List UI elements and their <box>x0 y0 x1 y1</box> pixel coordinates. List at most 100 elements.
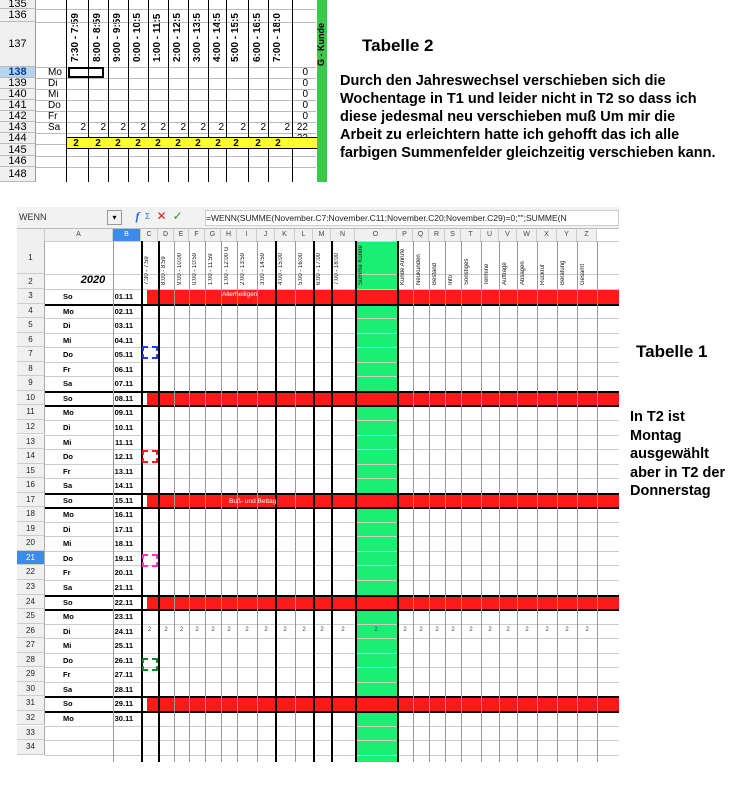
weekday-cell[interactable]: Di <box>63 626 71 636</box>
t2-green-column[interactable] <box>317 0 327 182</box>
red-marker[interactable] <box>142 450 158 463</box>
t2-row-header[interactable]: 141 <box>0 100 36 111</box>
function-wizard-icon[interactable]: f <box>135 209 140 223</box>
date-cell[interactable]: 28.11 <box>114 684 133 694</box>
row-header[interactable]: 8 <box>17 361 45 377</box>
date-cell[interactable]: 23.11 <box>114 612 133 622</box>
row-header[interactable]: 12 <box>17 419 45 435</box>
date-cell[interactable]: 12.11 <box>114 452 133 462</box>
row-header[interactable]: 28 <box>17 652 45 668</box>
column-header-v[interactable]: V <box>499 229 517 241</box>
cell-value[interactable]: 2 <box>302 626 306 633</box>
weekday-cell[interactable]: Mi <box>63 437 72 447</box>
t2-cell-value[interactable]: 2 <box>180 122 186 133</box>
column-header-w[interactable]: W <box>517 229 537 241</box>
t2-row-header[interactable]: 140 <box>0 89 36 100</box>
weekday-cell[interactable]: Mo <box>63 612 74 622</box>
weekday-cell[interactable]: Fr <box>63 364 71 374</box>
cell-value[interactable]: 2 <box>435 626 439 633</box>
row-header[interactable]: 26 <box>17 623 45 639</box>
t2-row-header[interactable]: 144 <box>0 133 36 144</box>
weekday-cell[interactable]: Mi <box>63 539 72 549</box>
row-header[interactable]: 34 <box>17 740 45 755</box>
cell-value[interactable]: 2 <box>320 626 324 633</box>
row-header[interactable]: 19 <box>17 521 45 537</box>
column-header-z[interactable]: Z <box>577 229 597 241</box>
row-header[interactable]: 21 <box>17 550 45 566</box>
date-cell[interactable]: 05.11 <box>114 350 133 360</box>
name-box-dropdown-icon[interactable]: ▾ <box>107 210 122 225</box>
weekday-cell[interactable]: Sa <box>63 379 73 389</box>
cell-value[interactable]: 2 <box>585 626 589 633</box>
weekday-cell[interactable]: Fr <box>63 568 71 578</box>
date-cell[interactable]: 20.11 <box>114 568 133 578</box>
t2-sum-value[interactable]: 2 <box>233 138 239 149</box>
weekday-cell[interactable]: Di <box>63 321 71 331</box>
date-cell[interactable]: 24.11 <box>114 626 133 636</box>
row-header[interactable]: 7 <box>17 347 45 362</box>
row-header[interactable]: 16 <box>17 478 45 493</box>
name-box[interactable]: WENN <box>19 212 47 222</box>
t2-row-header[interactable]: 148 <box>0 167 36 182</box>
row-header[interactable]: 11 <box>17 405 45 420</box>
t2-sum-value[interactable]: 2 <box>255 138 261 149</box>
t2-row-header[interactable]: 146 <box>0 156 36 167</box>
t2-sum-value[interactable]: 2 <box>275 138 281 149</box>
t2-cell-value[interactable]: 2 <box>80 122 86 133</box>
t2-sum-value[interactable]: 2 <box>215 138 221 149</box>
t2-cell-value[interactable]: 2 <box>100 122 106 133</box>
date-cell[interactable]: 15.11 <box>114 495 133 505</box>
row-header[interactable]: 18 <box>17 507 45 522</box>
cell-value[interactable]: 2 <box>488 626 492 633</box>
t2-cell-value[interactable]: 2 <box>218 122 224 133</box>
weekday-cell[interactable]: Mo <box>63 306 74 316</box>
t2-cell-value[interactable]: 2 <box>240 122 246 133</box>
column-header-l[interactable]: L <box>295 229 313 241</box>
date-cell[interactable]: 22.11 <box>114 597 133 607</box>
column-header-x[interactable]: X <box>537 229 557 241</box>
weekday-cell[interactable]: Mi <box>63 641 72 651</box>
column-header-q[interactable]: Q <box>413 229 429 241</box>
weekday-cell[interactable]: Mo <box>63 408 74 418</box>
row-header[interactable]: 3 <box>17 289 45 304</box>
column-header-r[interactable]: R <box>429 229 445 241</box>
date-cell[interactable]: 27.11 <box>114 670 133 680</box>
sum-icon[interactable]: Σ <box>145 212 150 221</box>
date-cell[interactable]: 14.11 <box>114 481 133 491</box>
date-cell[interactable]: 29.11 <box>114 699 133 709</box>
date-cell[interactable]: 30.11 <box>114 713 133 723</box>
weekday-cell[interactable]: So <box>63 699 73 709</box>
date-cell[interactable]: 17.11 <box>114 524 133 534</box>
column-header-f[interactable]: F <box>189 229 205 241</box>
t2-cell-value[interactable]: 2 <box>160 122 166 133</box>
weekday-cell[interactable]: So <box>63 495 73 505</box>
date-cell[interactable]: 19.11 <box>114 553 133 563</box>
t2-sum-value[interactable]: 2 <box>73 138 79 149</box>
date-cell[interactable]: 07.11 <box>114 379 133 389</box>
cell-value[interactable]: 2 <box>545 626 549 633</box>
t2-cell-value[interactable]: 2 <box>284 122 290 133</box>
t2-row-header[interactable]: 143 <box>0 122 36 133</box>
date-cell[interactable]: 26.11 <box>114 655 133 665</box>
t2-row-header[interactable]: 136 <box>0 9 36 22</box>
weekday-cell[interactable]: Sa <box>63 583 73 592</box>
t2-sum-value[interactable]: 2 <box>195 138 201 149</box>
date-cell[interactable]: 01.11 <box>114 292 133 301</box>
cancel-icon[interactable]: ✕ <box>156 209 167 223</box>
magenta-marker[interactable] <box>142 554 158 567</box>
cell-value[interactable]: 2 <box>506 626 510 633</box>
column-header-y[interactable]: Y <box>557 229 577 241</box>
cell-value[interactable]: 2 <box>565 626 569 633</box>
row-header[interactable]: 2 <box>17 274 45 289</box>
cell-value[interactable]: 2 <box>211 626 215 633</box>
date-cell[interactable]: 09.11 <box>114 408 133 418</box>
date-cell[interactable]: 03.11 <box>114 321 133 331</box>
t2-selected-cell[interactable] <box>68 67 104 78</box>
green-sum-column[interactable] <box>357 287 397 762</box>
t2-row-header[interactable]: 142 <box>0 111 36 122</box>
row-header[interactable]: 23 <box>17 580 45 595</box>
date-cell[interactable]: 11.11 <box>115 437 133 447</box>
column-header-c[interactable]: C <box>141 229 158 241</box>
column-header-b[interactable]: B <box>113 229 141 241</box>
weekday-cell[interactable]: Mo <box>63 713 74 723</box>
